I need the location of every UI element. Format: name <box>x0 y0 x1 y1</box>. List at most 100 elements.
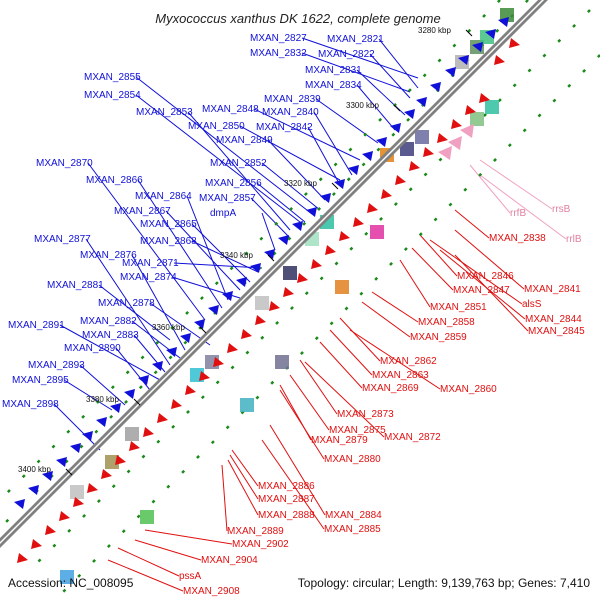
reverse-leader-3 <box>411 247 454 291</box>
backbone-inner <box>0 0 548 548</box>
gc-block-21 <box>60 570 74 584</box>
forward-label-6: MXAN_2834 <box>305 80 362 91</box>
gc-block-11 <box>105 455 119 469</box>
forward-leader-7 <box>135 94 301 223</box>
reverse-gene-11 <box>353 217 364 227</box>
forward-label-35: MXAN_2893 <box>28 360 85 371</box>
reverse-gene-7 <box>409 161 420 171</box>
reverse-gene-35 <box>17 553 28 563</box>
reverse-gene-20 <box>227 343 238 353</box>
forward-label-37: MXAN_2898 <box>2 399 59 410</box>
reverse-gene-17 <box>269 301 280 311</box>
forward-label-13: MXAN_2842 <box>256 122 313 133</box>
forward-label-10: MXAN_2848 <box>202 104 259 115</box>
forward-gene-33 <box>42 471 53 481</box>
forward-leader-16 <box>261 162 321 211</box>
forward-gene-25 <box>152 361 163 371</box>
forward-leader-8 <box>315 98 379 144</box>
reverse-label-20: MXAN_2887 <box>258 494 315 505</box>
forward-gene-1 <box>485 29 496 39</box>
forward-leader-35 <box>79 364 126 406</box>
gc-block-19 <box>335 280 349 294</box>
forward-gene-31 <box>70 443 81 453</box>
reverse-leader-15 <box>289 374 330 431</box>
reverse-gene-13 <box>325 245 336 255</box>
reverse-gene-5 <box>437 133 448 143</box>
reverse-label-6: MXAN_2844 <box>525 314 582 325</box>
forward-leader-15 <box>87 162 206 321</box>
forward-gene-16 <box>278 235 289 245</box>
reverse-label-4: alsS <box>522 299 542 310</box>
reverse-leader-20 <box>229 454 259 500</box>
reverse-gene-25 <box>157 413 168 423</box>
reverse-gene-32 <box>59 511 70 521</box>
forward-gene-8 <box>390 123 401 133</box>
forward-label-26: MXAN_2876 <box>80 250 137 261</box>
forward-gene-21 <box>208 305 219 315</box>
forward-leader-24 <box>85 238 171 366</box>
forward-leader-11 <box>313 111 353 176</box>
reverse-gene-19 <box>241 329 252 339</box>
gc-block-3 <box>400 142 414 156</box>
reverse-gene-1 <box>494 55 505 65</box>
forward-gene-11 <box>348 165 359 175</box>
reverse-leader-7 <box>371 291 419 323</box>
forward-leader-10 <box>253 108 361 161</box>
map-title: Myxococcus xanthus DK 1622, complete gen… <box>155 11 440 26</box>
forward-gene-9 <box>376 137 387 147</box>
forward-leader-13 <box>307 126 341 186</box>
forward-label-27: MXAN_2871 <box>122 258 179 269</box>
reverse-gene-24 <box>171 399 182 409</box>
gc-block-7 <box>255 296 269 310</box>
forward-leader-0 <box>301 37 419 79</box>
forward-label-14: MXAN_2849 <box>216 135 273 146</box>
reverse-label-16: MXAN_2872 <box>384 432 441 443</box>
forward-label-17: MXAN_2866 <box>86 175 143 186</box>
forward-gene-18 <box>250 263 261 273</box>
tick-label-3: 3340 kbp <box>220 251 253 260</box>
reverse-leader-26 <box>134 539 202 561</box>
reverse-leader-19 <box>231 449 259 487</box>
forward-gene-35 <box>14 499 25 509</box>
reverse-gene-29 <box>101 469 112 479</box>
forward-leader-30 <box>149 302 211 346</box>
forward-leader-23 <box>191 223 251 283</box>
reverse-label-15: MXAN_2875 <box>329 425 386 436</box>
reverse-leader-24 <box>261 439 325 530</box>
gc-block-22 <box>370 225 384 239</box>
tick-mark-3 <box>267 254 275 262</box>
forward-label-11: MXAN_2840 <box>262 107 319 118</box>
forward-label-7: MXAN_2854 <box>84 90 141 101</box>
forward-leader-32 <box>59 324 161 381</box>
reverse-leader-5 <box>399 259 431 308</box>
tick-label-1: 3300 kbp <box>346 101 379 110</box>
forward-gene-17 <box>264 249 275 259</box>
reverse-gene-18 <box>255 315 266 325</box>
reverse-leader-1 <box>419 234 458 277</box>
reverse-leader-8 <box>454 254 529 332</box>
tick-mark-2 <box>331 182 339 190</box>
forward-leader-37 <box>53 403 101 451</box>
reverse-leader-2 <box>454 229 525 290</box>
forward-gene-23 <box>180 333 191 343</box>
reverse-gene-26 <box>143 427 154 437</box>
forward-leader-34 <box>115 347 151 391</box>
forward-leader-36 <box>63 379 113 411</box>
reverse-gene-31 <box>73 497 84 507</box>
forward-label-3: MXAN_2822 <box>318 49 375 60</box>
forward-leader-14 <box>267 139 326 201</box>
forward-gene-6 <box>416 97 427 107</box>
forward-label-5: MXAN_2831 <box>305 65 362 76</box>
forward-label-20: MXAN_2857 <box>199 193 256 204</box>
forward-leader-26 <box>131 254 186 351</box>
reverse-leader-23 <box>221 464 228 532</box>
forward-label-16: MXAN_2852 <box>210 158 267 169</box>
gene-labels: MXAN_2827 MXAN_2821 MXAN_2832 MXAN_2822 MXAN… <box>2 33 585 597</box>
genome-stats-text: Topology: circular; Length: 9,139,763 bp… <box>298 576 591 590</box>
forward-label-1: MXAN_2821 <box>327 34 384 45</box>
rrna-label-0: rrsB <box>552 204 571 215</box>
reverse-leader-27 <box>117 547 180 577</box>
tick-mark-0 <box>465 29 473 37</box>
reverse-label-17: MXAN_2879 <box>311 435 368 446</box>
reverse-leader-12 <box>319 341 363 389</box>
